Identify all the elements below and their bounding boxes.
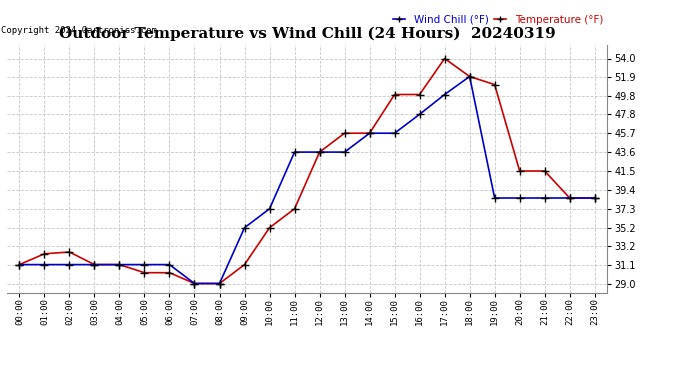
Text: Copyright 2024 Cartronics.com: Copyright 2024 Cartronics.com <box>1 26 157 35</box>
Legend: Wind Chill (°F), Temperature (°F): Wind Chill (°F), Temperature (°F) <box>388 10 607 28</box>
Title: Outdoor Temperature vs Wind Chill (24 Hours)  20240319: Outdoor Temperature vs Wind Chill (24 Ho… <box>59 27 555 41</box>
